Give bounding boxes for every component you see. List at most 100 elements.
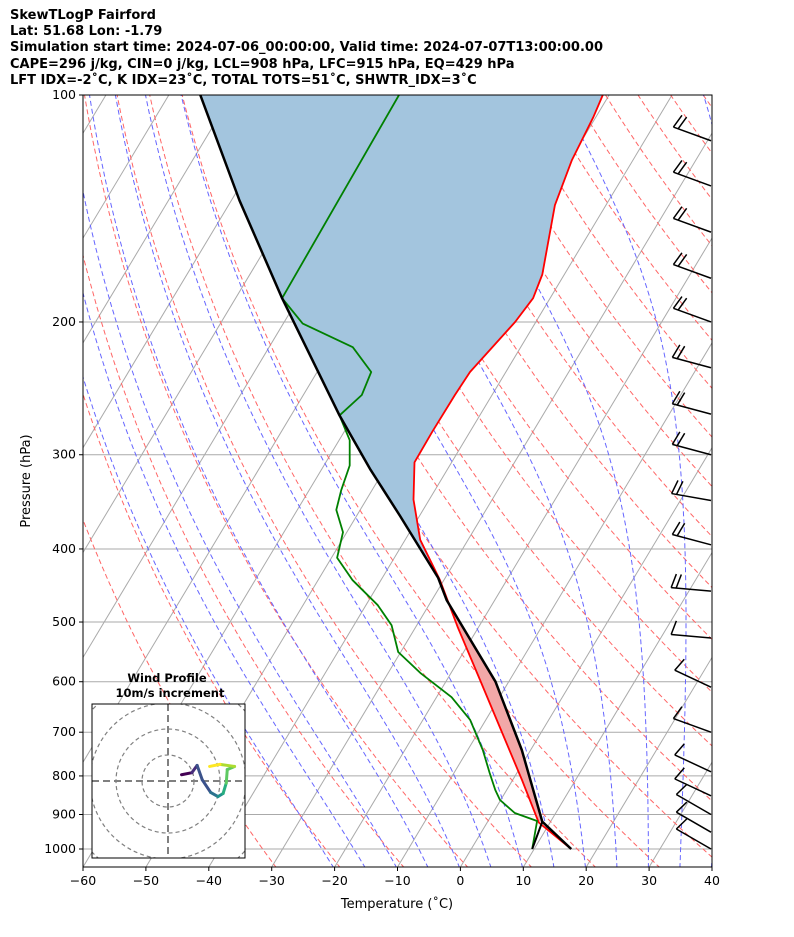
- moist-adiabat: [83, 291, 366, 867]
- y-tick-label: 700: [52, 724, 76, 739]
- moist-adiabat: [88, 95, 429, 867]
- parcel-dewpoint-line: [531, 821, 544, 850]
- y-tick-label: 400: [52, 541, 76, 556]
- barb-shaft: [675, 811, 712, 833]
- barb-shaft: [671, 633, 712, 639]
- barb-feather: [677, 207, 688, 221]
- dry-adiabat: [311, 95, 712, 693]
- wind-barb: [675, 783, 712, 816]
- wind-barb: [675, 801, 712, 833]
- barb-feather: [672, 160, 683, 173]
- barb-shaft: [671, 586, 712, 592]
- hodograph-title: Wind Profile: [127, 671, 207, 685]
- barb-feather: [676, 522, 686, 537]
- wind-barb: [671, 431, 712, 456]
- location: Lat: 51.68 Lon: -1.79: [10, 24, 163, 39]
- dry-adiabat: [724, 78, 794, 868]
- wind-barb: [670, 620, 712, 639]
- barb-shaft: [674, 778, 712, 797]
- barb-shaft: [675, 793, 712, 816]
- barb-shaft: [671, 492, 712, 502]
- x-tick-label: 20: [578, 873, 594, 888]
- isotherm: [334, 237, 712, 867]
- isotherm: [83, 95, 296, 449]
- isotherm: [396, 341, 712, 867]
- parcel-line: [199, 95, 573, 850]
- wind-barb: [674, 658, 712, 688]
- isotherm: [83, 95, 233, 344]
- x-tick-label: 10: [515, 873, 531, 888]
- barb-feather: [671, 431, 681, 445]
- moist-adiabat: [83, 375, 334, 867]
- moist-adiabat: [144, 95, 492, 867]
- isotherm: [585, 656, 712, 867]
- wind-barb: [670, 573, 712, 592]
- barb-feather: [671, 344, 681, 358]
- barb-feather: [671, 390, 681, 405]
- barb-feather: [671, 521, 681, 535]
- profiles: [199, 95, 604, 850]
- barb-feather: [677, 161, 688, 175]
- y-tick-label: 300: [52, 447, 76, 462]
- isotherm: [271, 132, 712, 867]
- barb-feather: [676, 432, 686, 447]
- y-tick-label: 600: [52, 674, 76, 689]
- barb-feather: [675, 801, 688, 813]
- dry-adiabat: [604, 95, 712, 247]
- dry-adiabat: [702, 95, 712, 109]
- wind-barb: [674, 767, 712, 797]
- dewpoint-line: [281, 95, 538, 850]
- y-axis-label: Pressure (hPa): [19, 434, 34, 527]
- x-tick-label: 0: [456, 873, 464, 888]
- x-tick-label: −50: [133, 873, 159, 888]
- x-tick-label: −60: [70, 873, 96, 888]
- y-tick-label: 1000: [44, 841, 76, 856]
- y-tick-label: 800: [52, 768, 76, 783]
- barb-shaft: [672, 356, 712, 369]
- x-tick-label: −20: [321, 873, 347, 888]
- isotherm: [711, 866, 712, 867]
- moist-adiabat: [180, 95, 523, 867]
- barb-feather: [670, 620, 678, 635]
- barb-feather: [675, 481, 684, 495]
- x-axis-label: Temperature (˚C): [340, 896, 453, 912]
- cape-area: [200, 95, 603, 572]
- barb-feather: [677, 254, 688, 267]
- y-tick-label: 200: [52, 314, 76, 329]
- dry-adiabat: [756, 78, 794, 868]
- barb-feather: [672, 114, 683, 128]
- barb-feather: [674, 767, 685, 780]
- moist-adiabat: [559, 95, 687, 867]
- hodograph-segment: [208, 762, 222, 768]
- barb-feather: [672, 706, 683, 719]
- wind-barb: [672, 114, 712, 142]
- barb-feather: [675, 818, 688, 830]
- barb-feather: [670, 480, 679, 494]
- dry-adiabat: [149, 95, 597, 867]
- dry-adiabat: [181, 95, 660, 867]
- x-tick-label: 30: [641, 873, 657, 888]
- stability-indices-2: LFT IDX=-2˚C, K IDX=23˚C, TOTAL TOTS=51˚…: [10, 73, 477, 88]
- isotherm: [83, 95, 170, 240]
- barb-feather: [672, 252, 683, 266]
- hodograph-segment: [218, 762, 237, 768]
- barb-shaft: [673, 307, 712, 323]
- y-tick-label: 100: [52, 87, 76, 102]
- wind-barb: [675, 818, 712, 850]
- wind-barbs: [670, 114, 712, 850]
- y-tick-label: 500: [52, 614, 76, 629]
- barb-feather: [670, 573, 678, 588]
- moist-adiabat: [347, 95, 618, 867]
- moist-adiabat: [702, 95, 712, 867]
- isotherm: [459, 446, 712, 867]
- wind-barb: [672, 206, 712, 233]
- temperature-line: [412, 95, 604, 850]
- moist-adiabat: [83, 188, 397, 867]
- wind-barb: [671, 344, 712, 369]
- barb-shaft: [673, 217, 712, 233]
- wind-barb: [671, 390, 712, 415]
- wind-barb: [674, 743, 712, 773]
- barb-shaft: [673, 126, 712, 142]
